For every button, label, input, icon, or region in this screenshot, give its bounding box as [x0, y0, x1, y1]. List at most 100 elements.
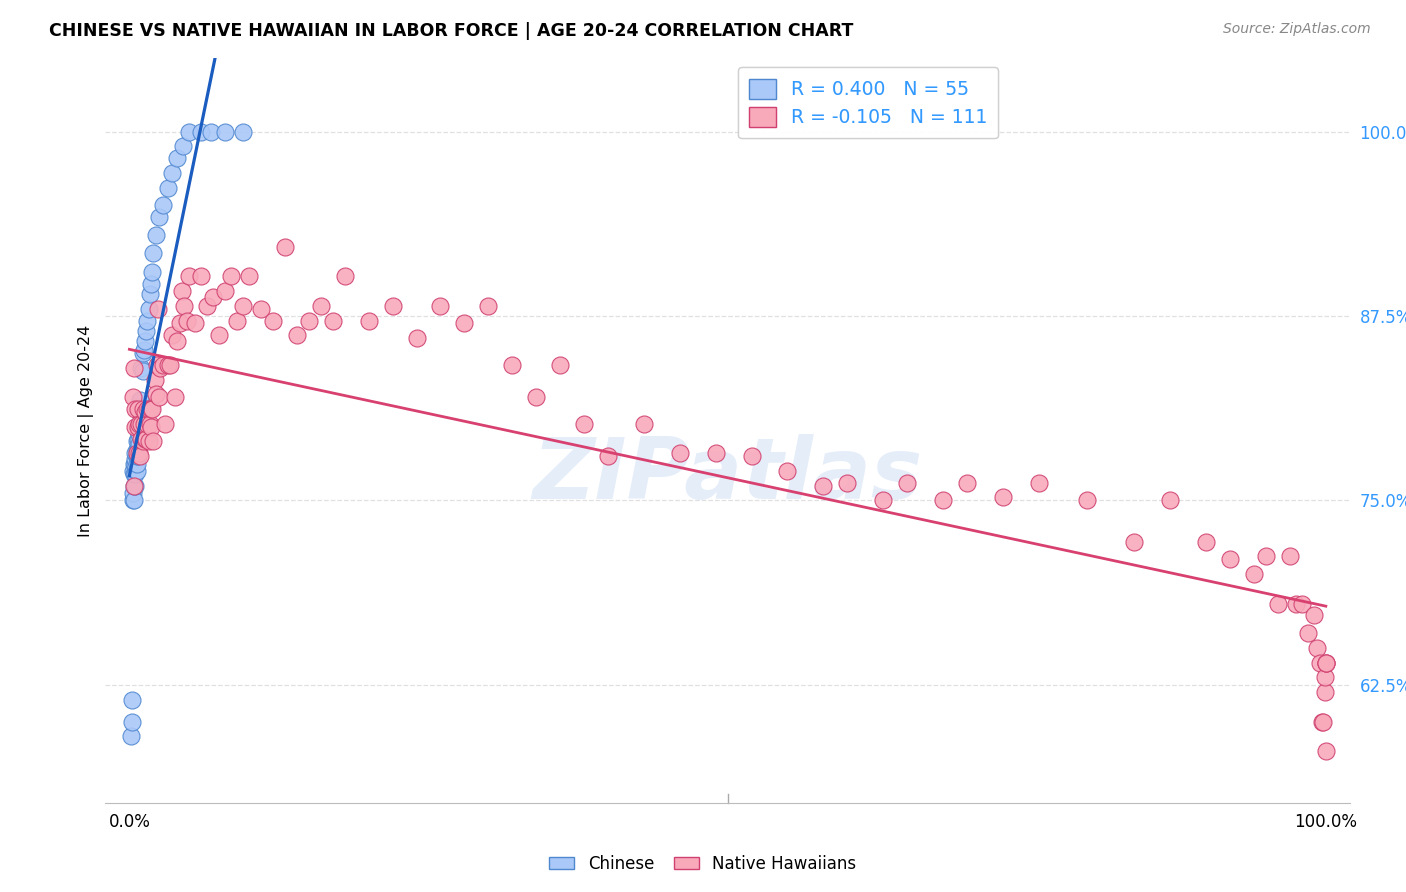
Point — [991, 491, 1014, 505]
Point — [129, 419, 152, 434]
Point — [132, 417, 155, 431]
Point — [274, 240, 297, 254]
Point — [138, 301, 160, 316]
Point — [1219, 552, 1241, 566]
Point — [148, 390, 170, 404]
Text: Source: ZipAtlas.com: Source: ZipAtlas.com — [1223, 22, 1371, 37]
Point — [125, 434, 148, 449]
Point — [896, 475, 918, 490]
Point — [1315, 656, 1337, 670]
Point — [184, 317, 207, 331]
Point — [127, 419, 149, 434]
Point — [132, 343, 155, 357]
Point — [956, 475, 979, 490]
Point — [143, 372, 166, 386]
Point — [172, 139, 194, 153]
Point — [134, 432, 156, 446]
Point — [572, 417, 595, 431]
Legend: Chinese, Native Hawaiians: Chinese, Native Hawaiians — [543, 848, 863, 880]
Point — [429, 299, 451, 313]
Point — [163, 390, 186, 404]
Y-axis label: In Labor Force | Age 20-24: In Labor Force | Age 20-24 — [79, 325, 94, 536]
Point — [139, 402, 162, 417]
Point — [131, 432, 153, 446]
Point — [357, 313, 380, 327]
Point — [124, 446, 146, 460]
Point — [122, 493, 145, 508]
Point — [141, 265, 163, 279]
Point — [232, 125, 254, 139]
Point — [128, 446, 150, 460]
Point — [262, 313, 284, 327]
Point — [141, 402, 163, 417]
Point — [381, 299, 404, 313]
Point — [142, 434, 165, 449]
Point — [596, 449, 619, 463]
Text: ZIPatlas: ZIPatlas — [533, 434, 922, 516]
Point — [136, 417, 159, 431]
Point — [776, 464, 799, 478]
Point — [704, 446, 727, 460]
Point — [1278, 549, 1301, 564]
Point — [1254, 549, 1277, 564]
Point — [501, 358, 523, 372]
Point — [121, 692, 143, 706]
Point — [142, 245, 165, 260]
Point — [1296, 626, 1319, 640]
Point — [169, 317, 191, 331]
Point — [173, 299, 195, 313]
Point — [1195, 534, 1218, 549]
Point — [131, 417, 153, 431]
Point — [238, 269, 260, 284]
Point — [134, 334, 156, 348]
Point — [124, 467, 146, 481]
Point — [477, 299, 499, 313]
Point — [155, 417, 177, 431]
Point — [148, 211, 170, 225]
Point — [149, 360, 172, 375]
Point — [1159, 493, 1181, 508]
Point — [131, 402, 153, 417]
Point — [1310, 714, 1333, 729]
Point — [285, 328, 308, 343]
Point — [214, 125, 236, 139]
Point — [125, 464, 148, 478]
Point — [136, 402, 159, 417]
Point — [131, 408, 153, 422]
Point — [1267, 597, 1289, 611]
Point — [124, 452, 146, 467]
Point — [135, 324, 157, 338]
Point — [124, 457, 146, 471]
Point — [122, 486, 145, 500]
Point — [152, 198, 174, 212]
Point — [136, 313, 159, 327]
Point — [202, 290, 225, 304]
Point — [122, 457, 145, 471]
Point — [131, 434, 153, 449]
Point — [166, 151, 188, 165]
Point — [125, 457, 148, 471]
Point — [156, 181, 179, 195]
Point — [131, 364, 153, 378]
Point — [127, 402, 149, 417]
Point — [139, 277, 162, 291]
Point — [1313, 670, 1336, 684]
Point — [872, 493, 894, 508]
Point — [152, 358, 174, 372]
Point — [932, 493, 955, 508]
Point — [122, 360, 145, 375]
Text: CHINESE VS NATIVE HAWAIIAN IN LABOR FORCE | AGE 20-24 CORRELATION CHART: CHINESE VS NATIVE HAWAIIAN IN LABOR FORC… — [49, 22, 853, 40]
Point — [162, 328, 184, 343]
Point — [298, 313, 321, 327]
Point — [120, 730, 142, 744]
Point — [138, 434, 160, 449]
Point — [219, 269, 242, 284]
Point — [162, 166, 184, 180]
Point — [124, 479, 146, 493]
Point — [128, 417, 150, 431]
Point — [1315, 656, 1337, 670]
Point — [122, 493, 145, 508]
Point — [134, 405, 156, 419]
Point — [837, 475, 859, 490]
Point — [146, 301, 169, 316]
